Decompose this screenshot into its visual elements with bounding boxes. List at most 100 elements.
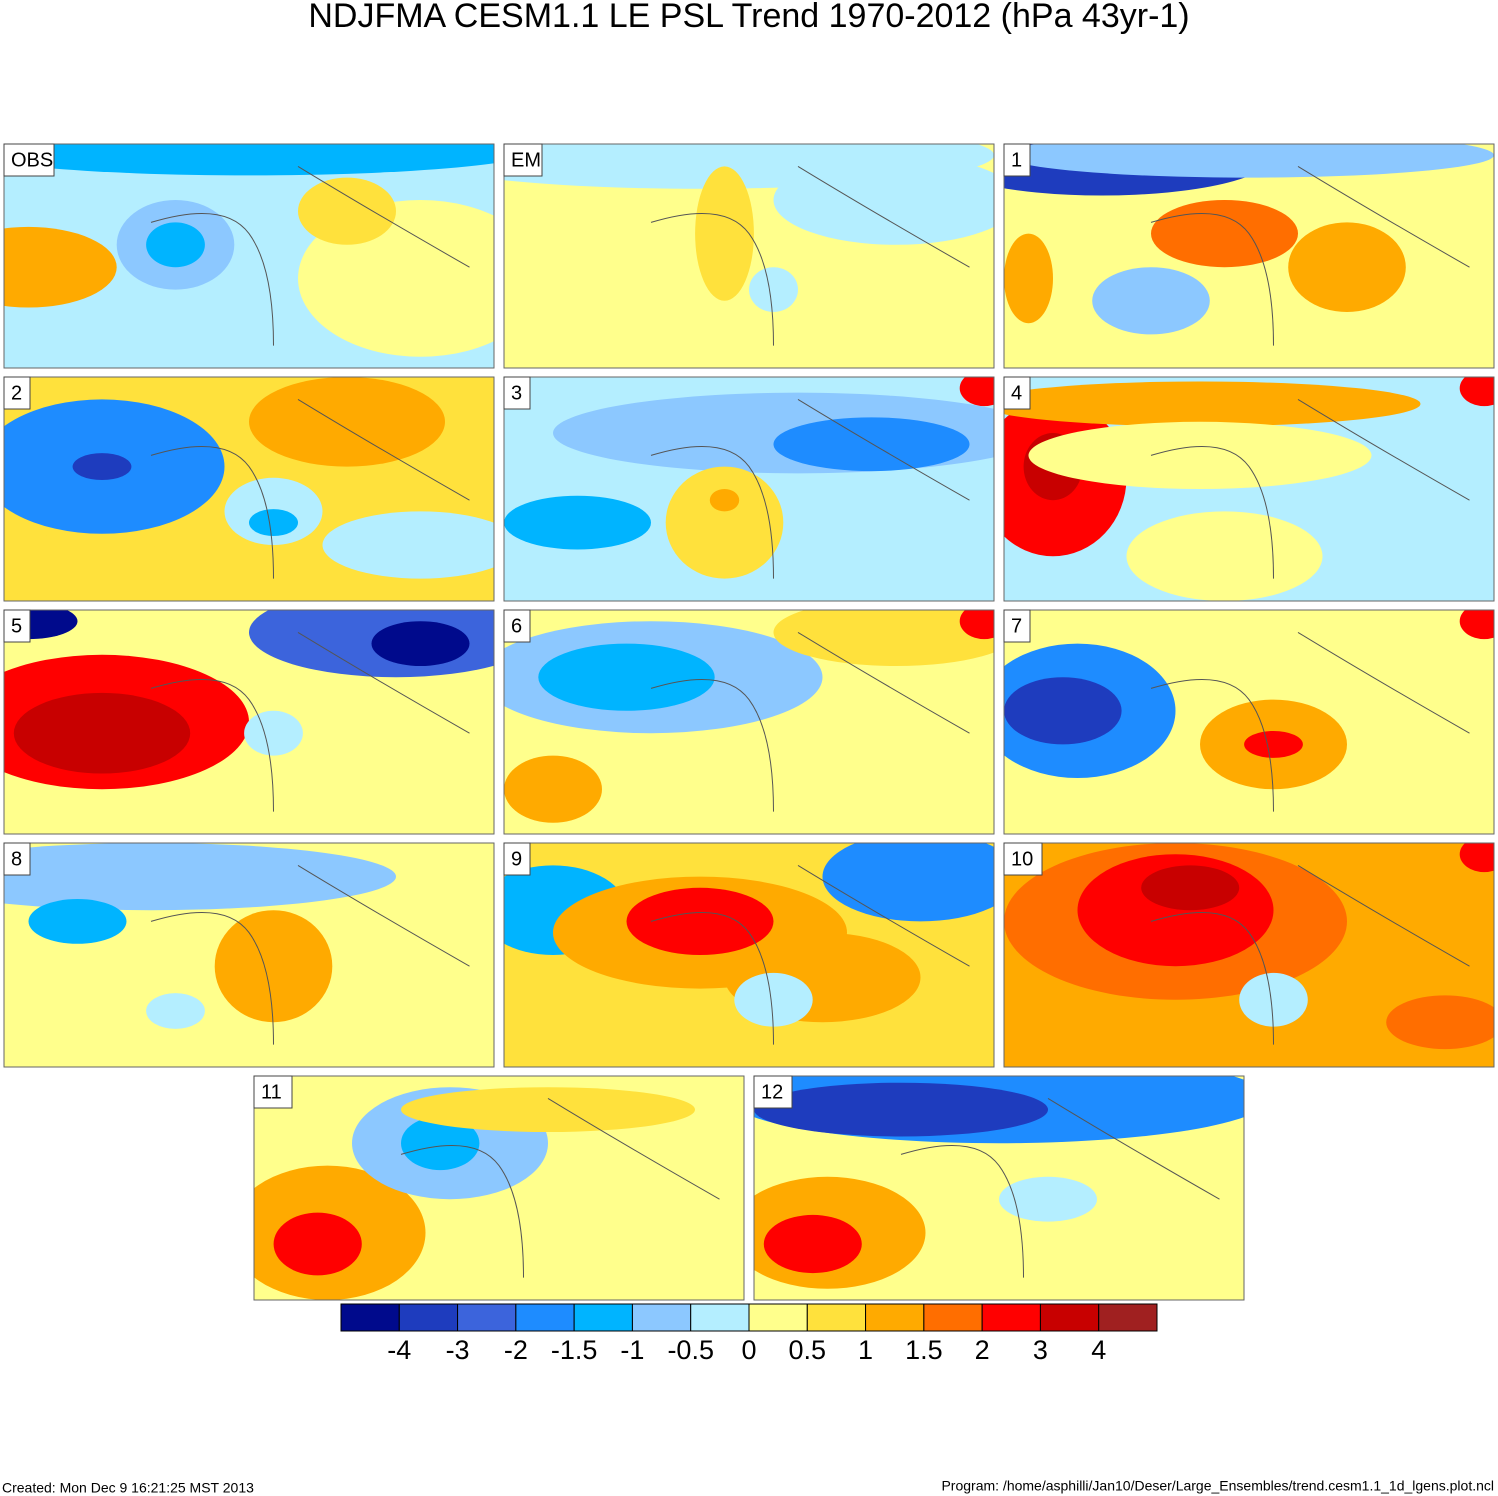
- contour-region: [773, 417, 970, 472]
- panel-label: 3: [511, 382, 522, 404]
- contour-region: [28, 899, 127, 944]
- colorbar-box: [573, 1303, 633, 1332]
- colorbar-box: [340, 1303, 400, 1332]
- panel-label: 1: [1011, 149, 1022, 171]
- panel-frame: [503, 609, 995, 835]
- coastline: [900, 1097, 1220, 1278]
- colorbar-label: 2: [975, 1335, 990, 1365]
- map-panel: [504, 377, 994, 601]
- panel-label: 9: [511, 848, 522, 870]
- colorbar-label: 1: [858, 1335, 873, 1365]
- colorbar-label: -2: [504, 1335, 528, 1365]
- colorbar-label: 0.5: [789, 1335, 827, 1365]
- contour-region: [763, 1214, 862, 1274]
- contour-region: [401, 1116, 480, 1171]
- panel-label: OBS: [11, 149, 53, 171]
- coastline: [150, 631, 470, 812]
- contour-region: [298, 177, 396, 245]
- colorbar-box: [398, 1303, 459, 1332]
- label-box: [3, 143, 55, 177]
- map-panel: [754, 1076, 1244, 1300]
- created-note: Created: Mon Dec 9 16:21:25 MST 2013: [2, 1480, 254, 1496]
- panel-frame: [253, 1075, 745, 1301]
- contour-region: [146, 222, 205, 268]
- colorbar-label: 0: [741, 1335, 756, 1365]
- panel-label: 10: [1011, 848, 1033, 870]
- coastline: [650, 631, 970, 812]
- contour-region: [146, 993, 205, 1029]
- contour-region: [4, 843, 396, 911]
- contour-region: [1004, 381, 1421, 427]
- map-panel: [254, 1076, 744, 1300]
- colorbar: -4 -3 -2 -1.5 -1 -0.5 0 0.5 1 1.5 2 3 4: [340, 1303, 1158, 1365]
- contour-region: [665, 466, 784, 579]
- label-box: [503, 609, 531, 643]
- colorbar-label: -1: [620, 1335, 644, 1365]
- panel-frame: [753, 1075, 1245, 1301]
- contour-region: [749, 267, 798, 312]
- label-box: [3, 842, 31, 876]
- contour-region: [504, 755, 602, 823]
- contour-region: [4, 533, 176, 601]
- coastline: [650, 398, 970, 579]
- contour-region: [1151, 200, 1298, 268]
- colorbar-label: 1.5: [905, 1335, 943, 1365]
- colorbar-label: 4: [1091, 1335, 1106, 1365]
- coastline: [150, 398, 470, 579]
- contour-region: [1092, 267, 1210, 335]
- panel-frame: [3, 842, 495, 1068]
- label-box: [753, 1075, 793, 1109]
- colorbar-label: -0.5: [667, 1335, 714, 1365]
- map-panel: [1004, 377, 1494, 601]
- contour-region: [1239, 972, 1308, 1027]
- contour-region: [371, 621, 470, 666]
- contour-region: [1459, 610, 1494, 640]
- label-box: [503, 143, 543, 177]
- map-panel: [4, 377, 494, 601]
- colorbar-box: [806, 1303, 867, 1332]
- panel-frame: [1003, 376, 1495, 602]
- coastline: [650, 864, 970, 1045]
- coastline: [1150, 631, 1470, 812]
- colorbar-box: [981, 1303, 1041, 1332]
- contour-region: [273, 1212, 362, 1276]
- contour-region: [1459, 843, 1494, 873]
- contour-region: [1288, 222, 1406, 312]
- program-note: Program: /home/asphilli/Jan10/Deser/Larg…: [941, 1478, 1494, 1494]
- contour-region: [822, 843, 994, 922]
- label-box: [1003, 376, 1031, 410]
- label-box: [503, 842, 531, 876]
- contour-region: [754, 1082, 1048, 1137]
- contour-region: [773, 155, 994, 245]
- contour-region: [695, 166, 754, 301]
- colorbar-box: [631, 1303, 692, 1332]
- colorbar-box: [515, 1303, 575, 1332]
- contour-region: [734, 972, 813, 1027]
- map-panel: [1004, 610, 1494, 834]
- panel-frame: [503, 143, 995, 369]
- label-box: [3, 609, 31, 643]
- contour-region: [626, 887, 774, 956]
- panel-frame: [1003, 609, 1495, 835]
- panel-label: 2: [11, 382, 22, 404]
- coastline: [650, 165, 970, 346]
- contour-region: [1004, 144, 1494, 178]
- contour-region: [959, 610, 994, 640]
- contour-region: [249, 509, 298, 537]
- contour-region: [1141, 865, 1240, 911]
- coastline: [400, 1097, 720, 1278]
- panel-label: 4: [1011, 382, 1022, 404]
- contour-region: [538, 643, 715, 711]
- coastline: [1150, 398, 1470, 579]
- colorbar-box: [865, 1303, 925, 1332]
- contour-region: [504, 495, 651, 550]
- colorbar-box: [457, 1303, 517, 1332]
- map-panel: [504, 843, 994, 1067]
- map-panel: [4, 843, 494, 1067]
- contour-region: [1126, 511, 1323, 601]
- panel-label: 5: [11, 615, 22, 637]
- contour-region: [322, 511, 494, 579]
- label-box: [503, 376, 531, 410]
